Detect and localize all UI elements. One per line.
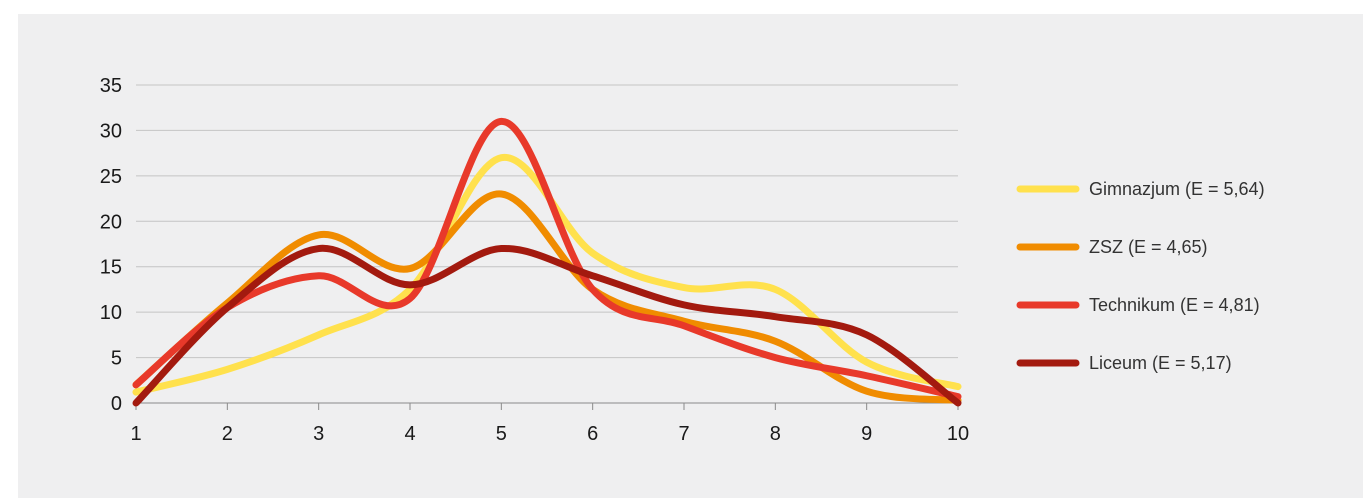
legend-label: Liceum (E = 5,17) [1089, 353, 1232, 373]
legend-label: Technikum (E = 4,81) [1089, 295, 1260, 315]
legend-label: Gimnazjum (E = 5,64) [1089, 179, 1265, 199]
y-tick-label: 5 [111, 348, 122, 370]
legend-label: ZSZ (E = 4,65) [1089, 237, 1208, 257]
x-tick-label: 1 [130, 423, 141, 445]
series-line-2 [132, 190, 962, 404]
chart-panel: 0 5 10 15 20 25 30 35 1 2 3 4 5 6 7 8 9 10 Gimnazjum (E … [18, 14, 1363, 498]
x-tick-label: 7 [678, 423, 689, 445]
x-tick-label: 3 [313, 423, 324, 445]
series-line-1 [132, 154, 962, 396]
x-tick-label: 6 [587, 423, 598, 445]
x-tick-label: 4 [404, 423, 415, 445]
y-tick-label: 10 [100, 302, 122, 324]
series-lines [132, 117, 962, 407]
series-line-3 [132, 117, 962, 401]
x-tick-label: 9 [861, 423, 872, 445]
y-tick-label: 15 [100, 257, 122, 279]
x-axis-ticks: 1 2 3 4 5 6 7 8 9 10 [130, 403, 969, 445]
x-tick-label: 2 [222, 423, 233, 445]
x-tick-label: 5 [496, 423, 507, 445]
legend: Gimnazjum (E = 5,64) ZSZ (E = 4,65) Techni… [1016, 179, 1265, 373]
y-tick-label: 30 [100, 120, 122, 142]
x-tick-label: 10 [947, 423, 969, 445]
y-axis-ticks: 0 5 10 15 20 25 30 35 [100, 75, 122, 415]
series-line-4 [132, 245, 962, 407]
y-tick-label: 25 [100, 166, 122, 188]
x-tick-label: 8 [770, 423, 781, 445]
line-chart: 0 5 10 15 20 25 30 35 1 2 3 4 5 6 7 8 9 10 Gimnazjum (E … [100, 75, 1265, 445]
y-tick-label: 35 [100, 75, 122, 97]
y-tick-label: 20 [100, 211, 122, 233]
y-tick-label: 0 [111, 393, 122, 415]
